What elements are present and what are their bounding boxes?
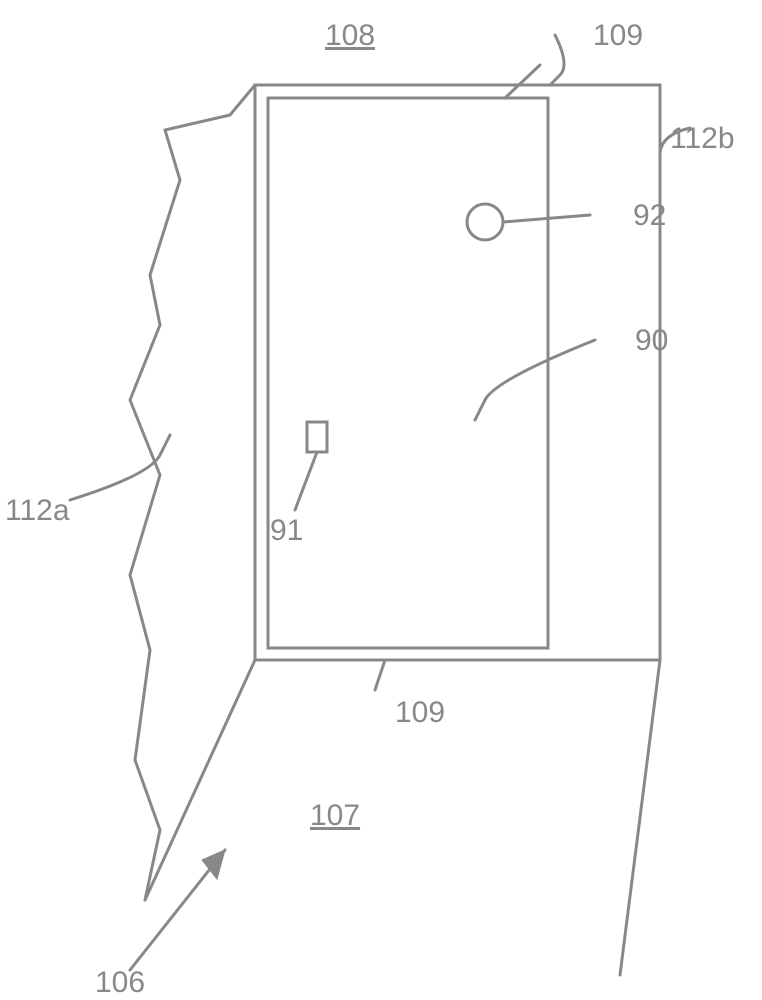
light-switch — [307, 422, 327, 452]
leader-109-bottom — [375, 660, 385, 690]
floor-line-right — [620, 660, 660, 975]
label-l92: 92 — [633, 199, 666, 232]
door-panel — [268, 98, 548, 648]
label-l107: 107 — [310, 799, 360, 832]
floor-line-left — [145, 660, 255, 900]
leader-109-top — [550, 35, 564, 85]
label-l109t: 109 — [593, 19, 643, 52]
leader-91 — [295, 452, 317, 510]
label-l108: 108 — [325, 19, 375, 52]
label-l112a: 112a — [5, 494, 70, 527]
label-l112b: 112b — [670, 122, 735, 155]
left-wall-breakline — [130, 85, 255, 900]
label-l90: 90 — [635, 324, 668, 357]
label-l109b: 109 — [395, 696, 445, 729]
door-knob — [467, 204, 503, 240]
outer-frame — [255, 85, 660, 660]
label-l106: 106 — [95, 966, 145, 999]
leader-90 — [475, 340, 595, 420]
label-l91: 91 — [270, 514, 303, 547]
leader-109-top-inner — [505, 65, 540, 98]
